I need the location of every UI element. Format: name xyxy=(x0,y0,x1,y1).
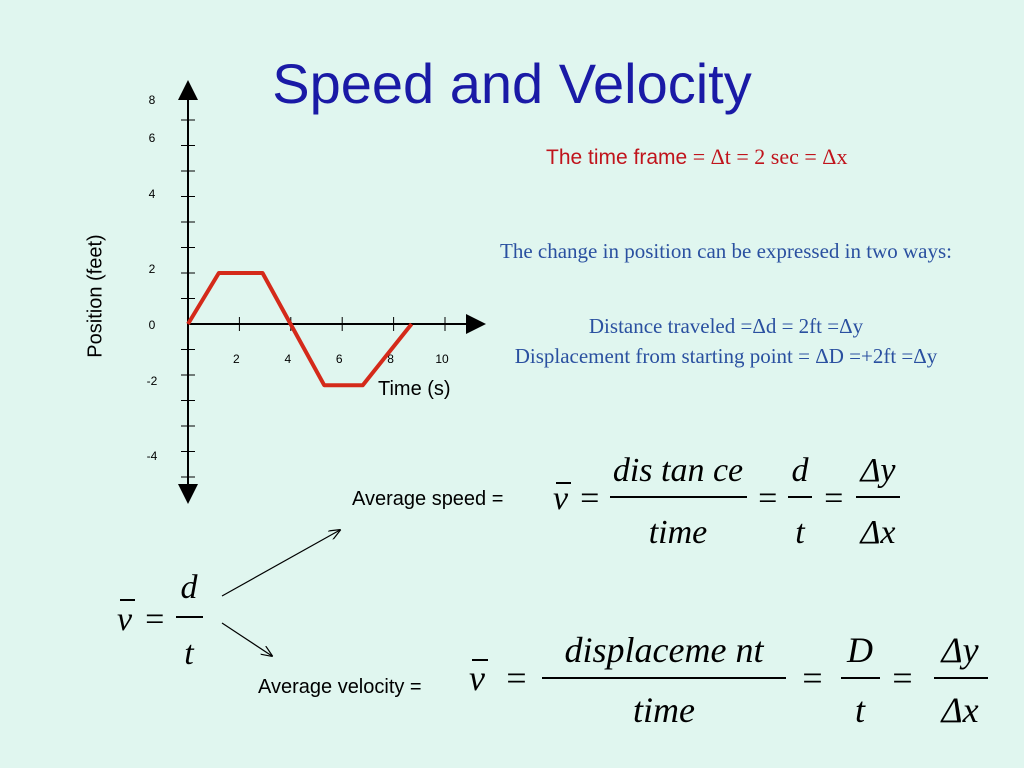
y-tick-label: 6 xyxy=(149,131,156,145)
small-speed-formula: v = d t xyxy=(117,569,203,672)
velocity-v: v xyxy=(469,658,485,698)
speed-v: v xyxy=(553,480,569,517)
y-tick-label: -2 xyxy=(147,374,158,388)
velocity-numerator-1: displaceme nt xyxy=(565,630,765,670)
x-tick-labels: 2 4 6 8 10 xyxy=(233,352,449,366)
x-tick-label: 10 xyxy=(435,352,449,366)
speed-numerator-1: dis tan ce xyxy=(613,452,743,489)
speed-equals-1: = xyxy=(578,480,601,517)
x-tick-label: 2 xyxy=(233,352,240,366)
speed-denominator-2: t xyxy=(795,514,806,551)
y-tick-label: 8 xyxy=(149,93,156,107)
average-velocity-label: Average velocity = xyxy=(258,676,422,698)
position-series-line xyxy=(186,271,414,388)
slide-title: Speed and Velocity xyxy=(272,52,752,115)
speed-denominator-1: time xyxy=(649,514,708,551)
velocity-denominator-1: time xyxy=(633,690,695,730)
speed-equals-3: = xyxy=(822,480,845,517)
displacement-text: Displacement from starting point = ΔD =+… xyxy=(514,344,938,368)
velocity-equals-2: = xyxy=(800,658,824,698)
y-tick-label: 0 xyxy=(149,318,156,332)
time-frame-formula: = Δt = 2 sec = Δx xyxy=(687,144,848,169)
x-tick-label: 4 xyxy=(284,352,291,366)
x-tick-label: 8 xyxy=(387,352,394,366)
velocity-numerator-3: Δy xyxy=(939,630,978,670)
small-equals: = xyxy=(143,601,166,638)
average-velocity-formula: v = displaceme nt time = D t = Δy Δx xyxy=(469,630,988,730)
small-v: v xyxy=(117,601,133,638)
arrow-to-average-velocity xyxy=(221,622,272,656)
small-numerator: d xyxy=(181,569,199,606)
speed-numerator-2: d xyxy=(792,452,810,489)
time-frame-text: The time frame = Δt = 2 sec = Δx xyxy=(546,144,847,170)
speed-equals-2: = xyxy=(756,480,779,517)
average-speed-label: Average speed = xyxy=(352,488,504,510)
change-in-position-text: The change in position can be expressed … xyxy=(500,239,952,263)
speed-denominator-3: Δx xyxy=(858,514,895,551)
velocity-numerator-2: D xyxy=(846,630,873,670)
distance-traveled-text: Distance traveled =Δd = 2ft =Δy xyxy=(588,314,864,338)
y-tick-labels: 8 6 4 2 0 -2 -4 xyxy=(147,93,158,463)
speed-numerator-3: Δy xyxy=(858,452,896,489)
velocity-denominator-3: Δx xyxy=(939,690,978,730)
arrow-to-average-speed xyxy=(221,530,340,597)
time-frame-label: The time frame xyxy=(546,146,688,169)
y-axis-ticks xyxy=(181,119,195,478)
y-tick-label: -4 xyxy=(147,449,158,463)
velocity-denominator-2: t xyxy=(855,690,866,730)
y-tick-label: 4 xyxy=(149,187,156,201)
average-speed-formula: v = dis tan ce time = d t = Δy Δx xyxy=(553,452,900,551)
y-tick-label: 2 xyxy=(149,262,156,276)
velocity-equals-1: = xyxy=(504,658,528,698)
x-tick-label: 6 xyxy=(336,352,343,366)
small-denominator: t xyxy=(184,635,195,672)
velocity-equals-3: = xyxy=(890,658,914,698)
x-axis-label: Time (s) xyxy=(378,378,451,400)
